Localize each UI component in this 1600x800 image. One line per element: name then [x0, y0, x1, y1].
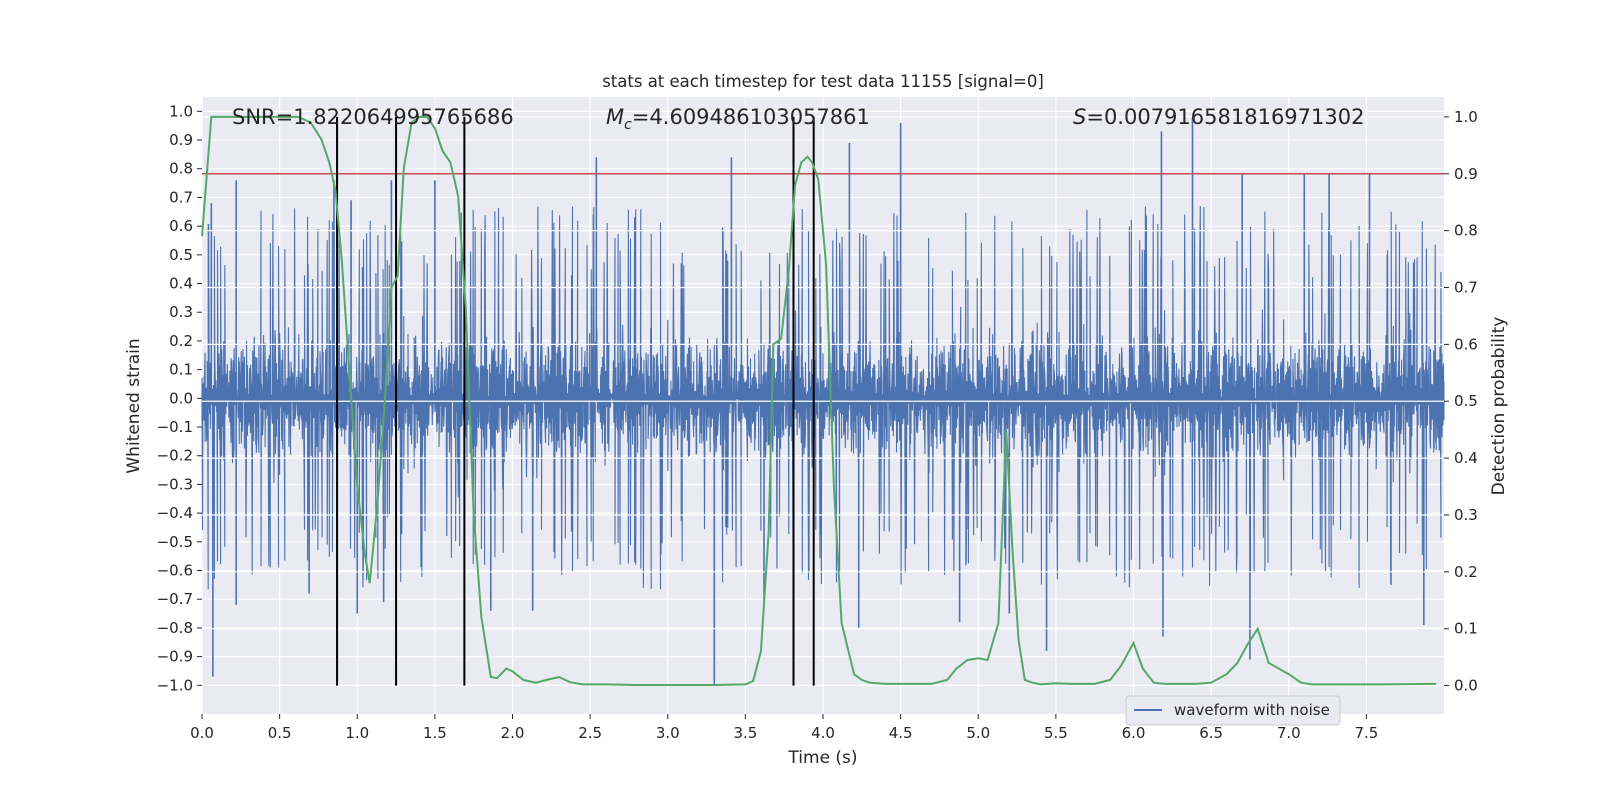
left-y-tick-label: 0.4 [169, 275, 193, 293]
right-y-tick-label: 0.5 [1454, 392, 1478, 410]
right-y-tick-label: 0.4 [1454, 449, 1478, 467]
x-tick-label: 2.0 [501, 724, 525, 742]
x-axis-label: Time (s) [787, 748, 857, 768]
right-y-tick-label: 0.2 [1454, 563, 1478, 581]
right-y-axis-ticks: 1.0 0.9 0.8 0.7 0.6 0.5 0.4 0.3 0.2 0.1 0.0 [1444, 108, 1478, 695]
left-y-tick-label: −1.0 [157, 676, 193, 694]
chirp-mass-symbol: M [606, 105, 624, 129]
left-y-tick-label: 0.9 [169, 131, 193, 149]
waveform-trace [201, 206, 1445, 590]
chart-title: stats at each timestep for test data 111… [602, 72, 1044, 91]
right-y-tick-label: 0.8 [1454, 222, 1478, 240]
left-y-tick-label: −0.5 [157, 533, 193, 551]
right-y-tick-label: 0.7 [1454, 279, 1478, 297]
x-tick-label: 3.0 [656, 724, 680, 742]
x-tick-label: 0.5 [268, 724, 292, 742]
left-y-tick-label: −0.4 [157, 504, 193, 522]
s-symbol: S [1073, 105, 1086, 129]
x-tick-label: 1.5 [423, 724, 447, 742]
left-y-tick-label: 1.0 [169, 102, 193, 120]
x-axis-ticks: 0.0 0.5 1.0 1.5 2.0 2.5 3.0 3.5 4.0 4.5 5.0 5.5 6.0 6… [190, 714, 1378, 742]
x-tick-label: 4.5 [889, 724, 913, 742]
left-y-tick-label: −0.2 [157, 447, 193, 465]
left-y-tick-label: 0.3 [169, 303, 193, 321]
x-tick-label: 5.0 [966, 724, 990, 742]
left-y-tick-label: 0.6 [169, 217, 193, 235]
x-tick-label: 7.0 [1277, 724, 1301, 742]
right-y-tick-label: 0.9 [1454, 165, 1478, 183]
x-tick-label: 6.5 [1199, 724, 1223, 742]
x-tick-label: 1.0 [345, 724, 369, 742]
legend-label: waveform with noise [1174, 701, 1330, 719]
left-y-axis-ticks: 1.0 0.9 0.8 0.7 0.6 0.5 0.4 0.3 0.2 0.1 0.0 −0.1 −0.… [157, 102, 202, 694]
left-y-tick-label: 0.8 [169, 160, 193, 178]
left-y-tick-label: 0.5 [169, 246, 193, 264]
left-y-tick-label: −0.1 [157, 418, 193, 436]
legend-box [1125, 695, 1341, 726]
legend: waveform with noise [1125, 695, 1341, 726]
x-tick-label: 0.0 [190, 724, 214, 742]
detection-probability-line [201, 115, 1437, 686]
right-y-tick-label: 0.1 [1454, 620, 1478, 638]
x-tick-label: 6.0 [1122, 724, 1146, 742]
vertical-markers [336, 116, 815, 686]
left-y-tick-label: 0.0 [169, 389, 193, 407]
left-y-tick-label: −0.9 [157, 648, 193, 666]
left-y-tick-label: −0.3 [157, 475, 193, 493]
x-tick-label: 5.5 [1044, 724, 1068, 742]
chirp-mass-annotation: Mc=4.609486103057861 [606, 105, 870, 133]
left-y-axis-label: Whitened strain [124, 338, 144, 473]
chirp-mass-subscript: c [624, 117, 632, 133]
x-tick-label: 4.0 [811, 724, 835, 742]
right-y-tick-label: 0.3 [1454, 506, 1478, 524]
x-tick-label: 3.5 [733, 724, 757, 742]
x-tick-label: 2.5 [578, 724, 602, 742]
right-y-tick-label: 1.0 [1454, 108, 1478, 126]
chirp-mass-value: =4.609486103057861 [632, 105, 870, 129]
left-y-tick-label: −0.7 [157, 590, 193, 608]
left-y-tick-label: 0.7 [169, 188, 193, 206]
left-y-tick-label: 0.1 [169, 361, 193, 379]
left-y-tick-label: −0.8 [157, 619, 193, 637]
left-y-tick-label: −0.6 [157, 562, 193, 580]
left-y-tick-label: 0.2 [169, 332, 193, 350]
snr-annotation: SNR=1.822064995765686 [232, 105, 514, 129]
right-y-tick-label: 0.0 [1454, 677, 1478, 695]
s-value: =0.007916581816971302 [1086, 105, 1364, 129]
x-tick-label: 7.5 [1354, 724, 1378, 742]
right-y-axis-label: Detection probability [1489, 317, 1509, 496]
s-annotation: S=0.007916581816971302 [1073, 105, 1364, 129]
right-y-tick-label: 0.6 [1454, 335, 1478, 353]
